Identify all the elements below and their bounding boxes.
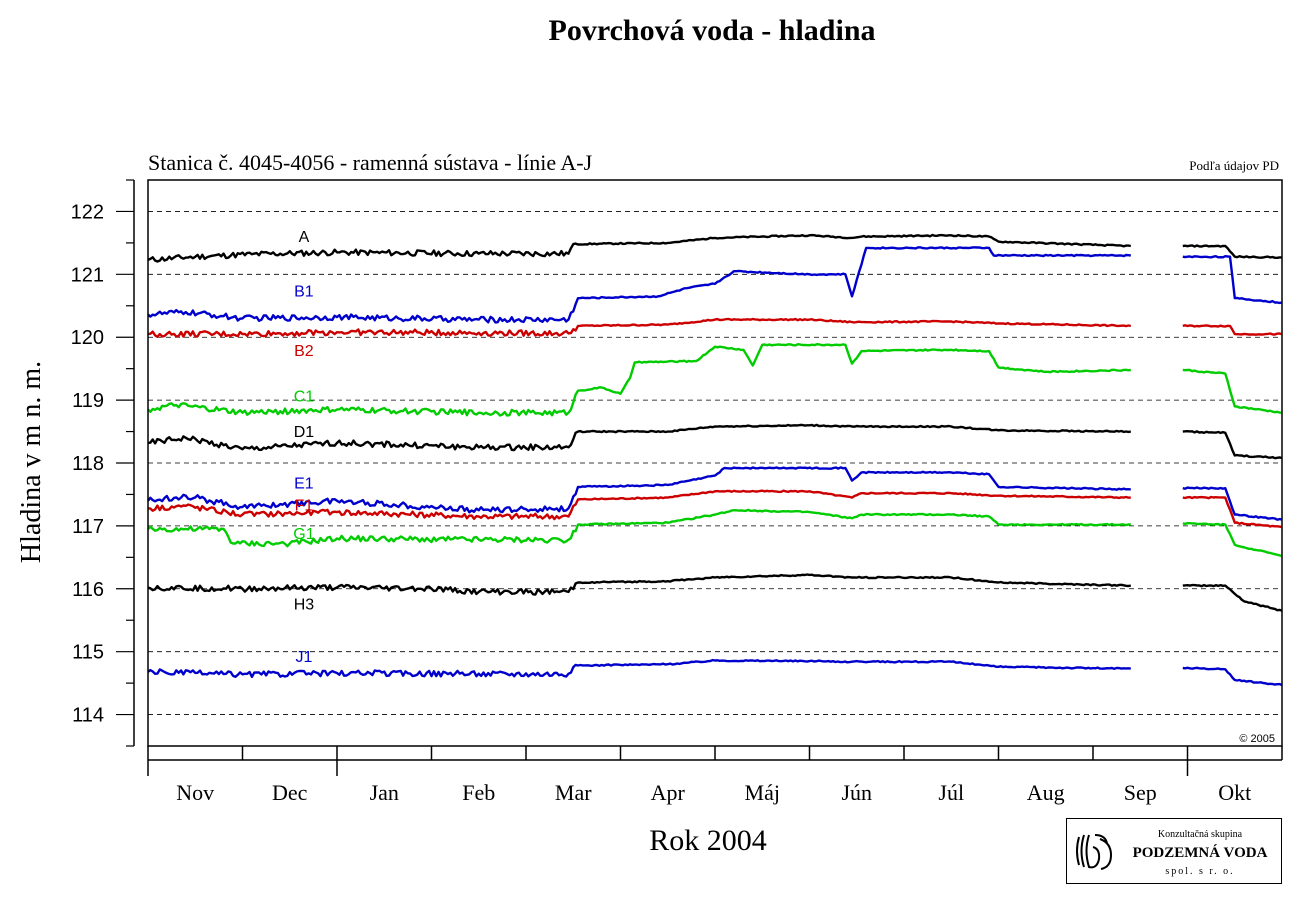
y-tick-label: 121 xyxy=(71,264,104,286)
series-label-E1: E1 xyxy=(294,476,314,493)
series-label-J1: J1 xyxy=(295,649,312,666)
series-label-B1: B1 xyxy=(294,284,314,301)
logo-text-line2: PODZEMNÁ VODA xyxy=(1132,845,1268,861)
series-label-A: A xyxy=(299,229,310,246)
plot-frame xyxy=(147,179,1283,747)
series-line-A xyxy=(1182,244,1282,259)
series-label-B2: B2 xyxy=(294,343,314,360)
series-line-E1 xyxy=(1182,486,1283,521)
series-line-J1 xyxy=(1182,666,1283,687)
series-line-J1 xyxy=(147,658,1131,679)
company-logo: Konzultačná skupina PODZEMNÁ VODA spol. … xyxy=(1066,818,1282,884)
x-tick-label: Sep xyxy=(1124,780,1157,805)
series-line-D1 xyxy=(1182,430,1283,460)
series-line-B1 xyxy=(1182,255,1283,305)
series-label-D1: D1 xyxy=(294,424,315,441)
y-tick-label: 122 xyxy=(71,201,104,223)
grid-lines xyxy=(148,211,1282,715)
series-labels: A B1 B2 C1 D1 E1 F1 G1 H3 J1 xyxy=(293,229,314,666)
series-line-E1 xyxy=(147,466,1131,514)
series-line-G1 xyxy=(1182,522,1283,558)
series-line-H3 xyxy=(147,573,1131,596)
x-tick-label: Apr xyxy=(651,780,686,805)
series-line-A xyxy=(147,233,1131,263)
logo-text-line3: spol. s r. o. xyxy=(1165,866,1235,877)
series-label-G1: G1 xyxy=(293,526,314,543)
x-tick-label: Máj xyxy=(745,780,780,805)
y-axis-label: Hladina v m n. m. xyxy=(16,361,47,563)
series-line-G1 xyxy=(147,508,1131,548)
y-tick-label: 115 xyxy=(72,642,104,664)
logo-text-line1: Konzultačná skupina xyxy=(1157,829,1243,840)
x-tick-label: Jan xyxy=(370,780,399,805)
y-tick-label: 118 xyxy=(72,453,104,475)
x-tick-label: Mar xyxy=(555,780,592,805)
x-tick-label: Aug xyxy=(1027,780,1065,805)
series-label-C1: C1 xyxy=(294,389,315,406)
series-lines xyxy=(147,233,1283,687)
series-line-B2 xyxy=(1182,324,1283,336)
y-tick-label: 120 xyxy=(71,327,104,349)
series-line-F1 xyxy=(1182,495,1283,529)
series-line-B1 xyxy=(147,246,1131,324)
series-line-C1 xyxy=(1182,368,1283,414)
y-tick-label: 116 xyxy=(72,579,104,601)
x-tick-label: Dec xyxy=(272,780,308,805)
x-tick-label: Feb xyxy=(462,780,495,805)
page-title: Povrchová voda - hladina xyxy=(548,14,876,47)
series-line-D1 xyxy=(147,423,1131,452)
series-label-F1: F1 xyxy=(295,497,314,514)
y-tick-label: 119 xyxy=(72,390,104,412)
axes: 114 115 116 117 118 119 120 121 122 Nov Dec Jan Feb M… xyxy=(71,179,1283,805)
copyright-note: © 2005 xyxy=(1239,733,1275,745)
x-tick-label: Jún xyxy=(841,780,872,805)
y-tick-label: 114 xyxy=(72,705,104,727)
series-label-H3: H3 xyxy=(294,597,315,614)
chart-subtitle: Stanica č. 4045-4056 - ramenná sústava -… xyxy=(148,150,593,175)
x-tick-label: Júl xyxy=(938,780,964,805)
y-tick-label: 117 xyxy=(72,516,104,538)
x-axis-label: Rok 2004 xyxy=(649,824,767,857)
series-line-H3 xyxy=(1182,583,1283,612)
x-tick-label: Okt xyxy=(1218,780,1251,805)
source-note: Podľa údajov PD xyxy=(1189,158,1279,173)
series-line-C1 xyxy=(147,343,1131,417)
series-line-F1 xyxy=(147,489,1131,521)
series-line-B2 xyxy=(147,317,1131,338)
x-tick-label: Nov xyxy=(176,780,214,805)
company-logo-icon xyxy=(1076,834,1113,870)
